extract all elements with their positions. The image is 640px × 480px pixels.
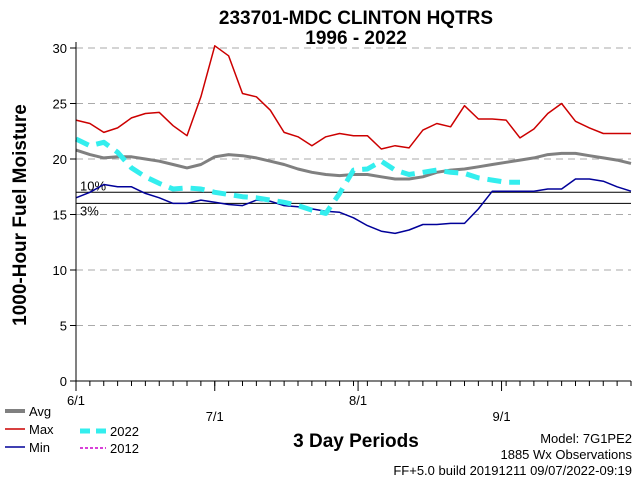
legend-2022-label: 2022 (110, 424, 139, 439)
series-line-2022 (74, 136, 520, 216)
legend-2012-label: 2012 (110, 441, 139, 456)
model-text: Model: 7G1PE2 (540, 431, 632, 446)
x-tick-label-0: 6/1 (67, 393, 85, 408)
y-tick-label-30: 30 (53, 41, 67, 56)
legend: Avg Max Min 2022 2012 (5, 404, 139, 456)
grid-lines (76, 47, 631, 326)
y-tick-label-20: 20 (53, 152, 67, 167)
build-text: FF+5.0 build 20191211 09/07/2022-09:19 (393, 463, 632, 478)
axes (70, 42, 632, 391)
y-tick-label-10: 10 (53, 263, 67, 278)
observations-text: 1885 Wx Observations (500, 447, 632, 462)
reference-label-1: 3% (80, 203, 99, 218)
legend-max-label: Max (29, 422, 54, 437)
chart-subtitle: 1996 - 2022 (305, 28, 406, 49)
legend-avg-label: Avg (29, 404, 51, 419)
reference-label-0: 10% (80, 178, 106, 193)
series-lines (74, 45, 632, 235)
y-tick-labels: 0 5 10 15 20 25 30 (53, 41, 67, 389)
chart-title: 233701-MDC CLINTON HQTRS (219, 8, 493, 29)
y-tick-label-0: 0 (60, 374, 67, 389)
x-tick-label-3: 9/1 (493, 409, 511, 424)
x-tick-labels: 6/1 7/1 8/1 9/1 (67, 393, 511, 424)
x-tick-label-2: 8/1 (349, 393, 367, 408)
x-axis-label: 3 Day Periods (293, 431, 419, 452)
y-tick-label-25: 25 (53, 97, 67, 112)
reference-lines: 10% 3% (76, 178, 631, 218)
legend-min-label: Min (29, 440, 50, 455)
y-tick-label-15: 15 (53, 208, 67, 223)
series-line-min (75, 178, 632, 235)
series-line-max (75, 45, 631, 150)
y-axis-label: 1000-Hour Fuel Moisture (10, 104, 31, 326)
y-tick-label-5: 5 (60, 319, 67, 334)
x-tick-label-1: 7/1 (206, 409, 224, 424)
